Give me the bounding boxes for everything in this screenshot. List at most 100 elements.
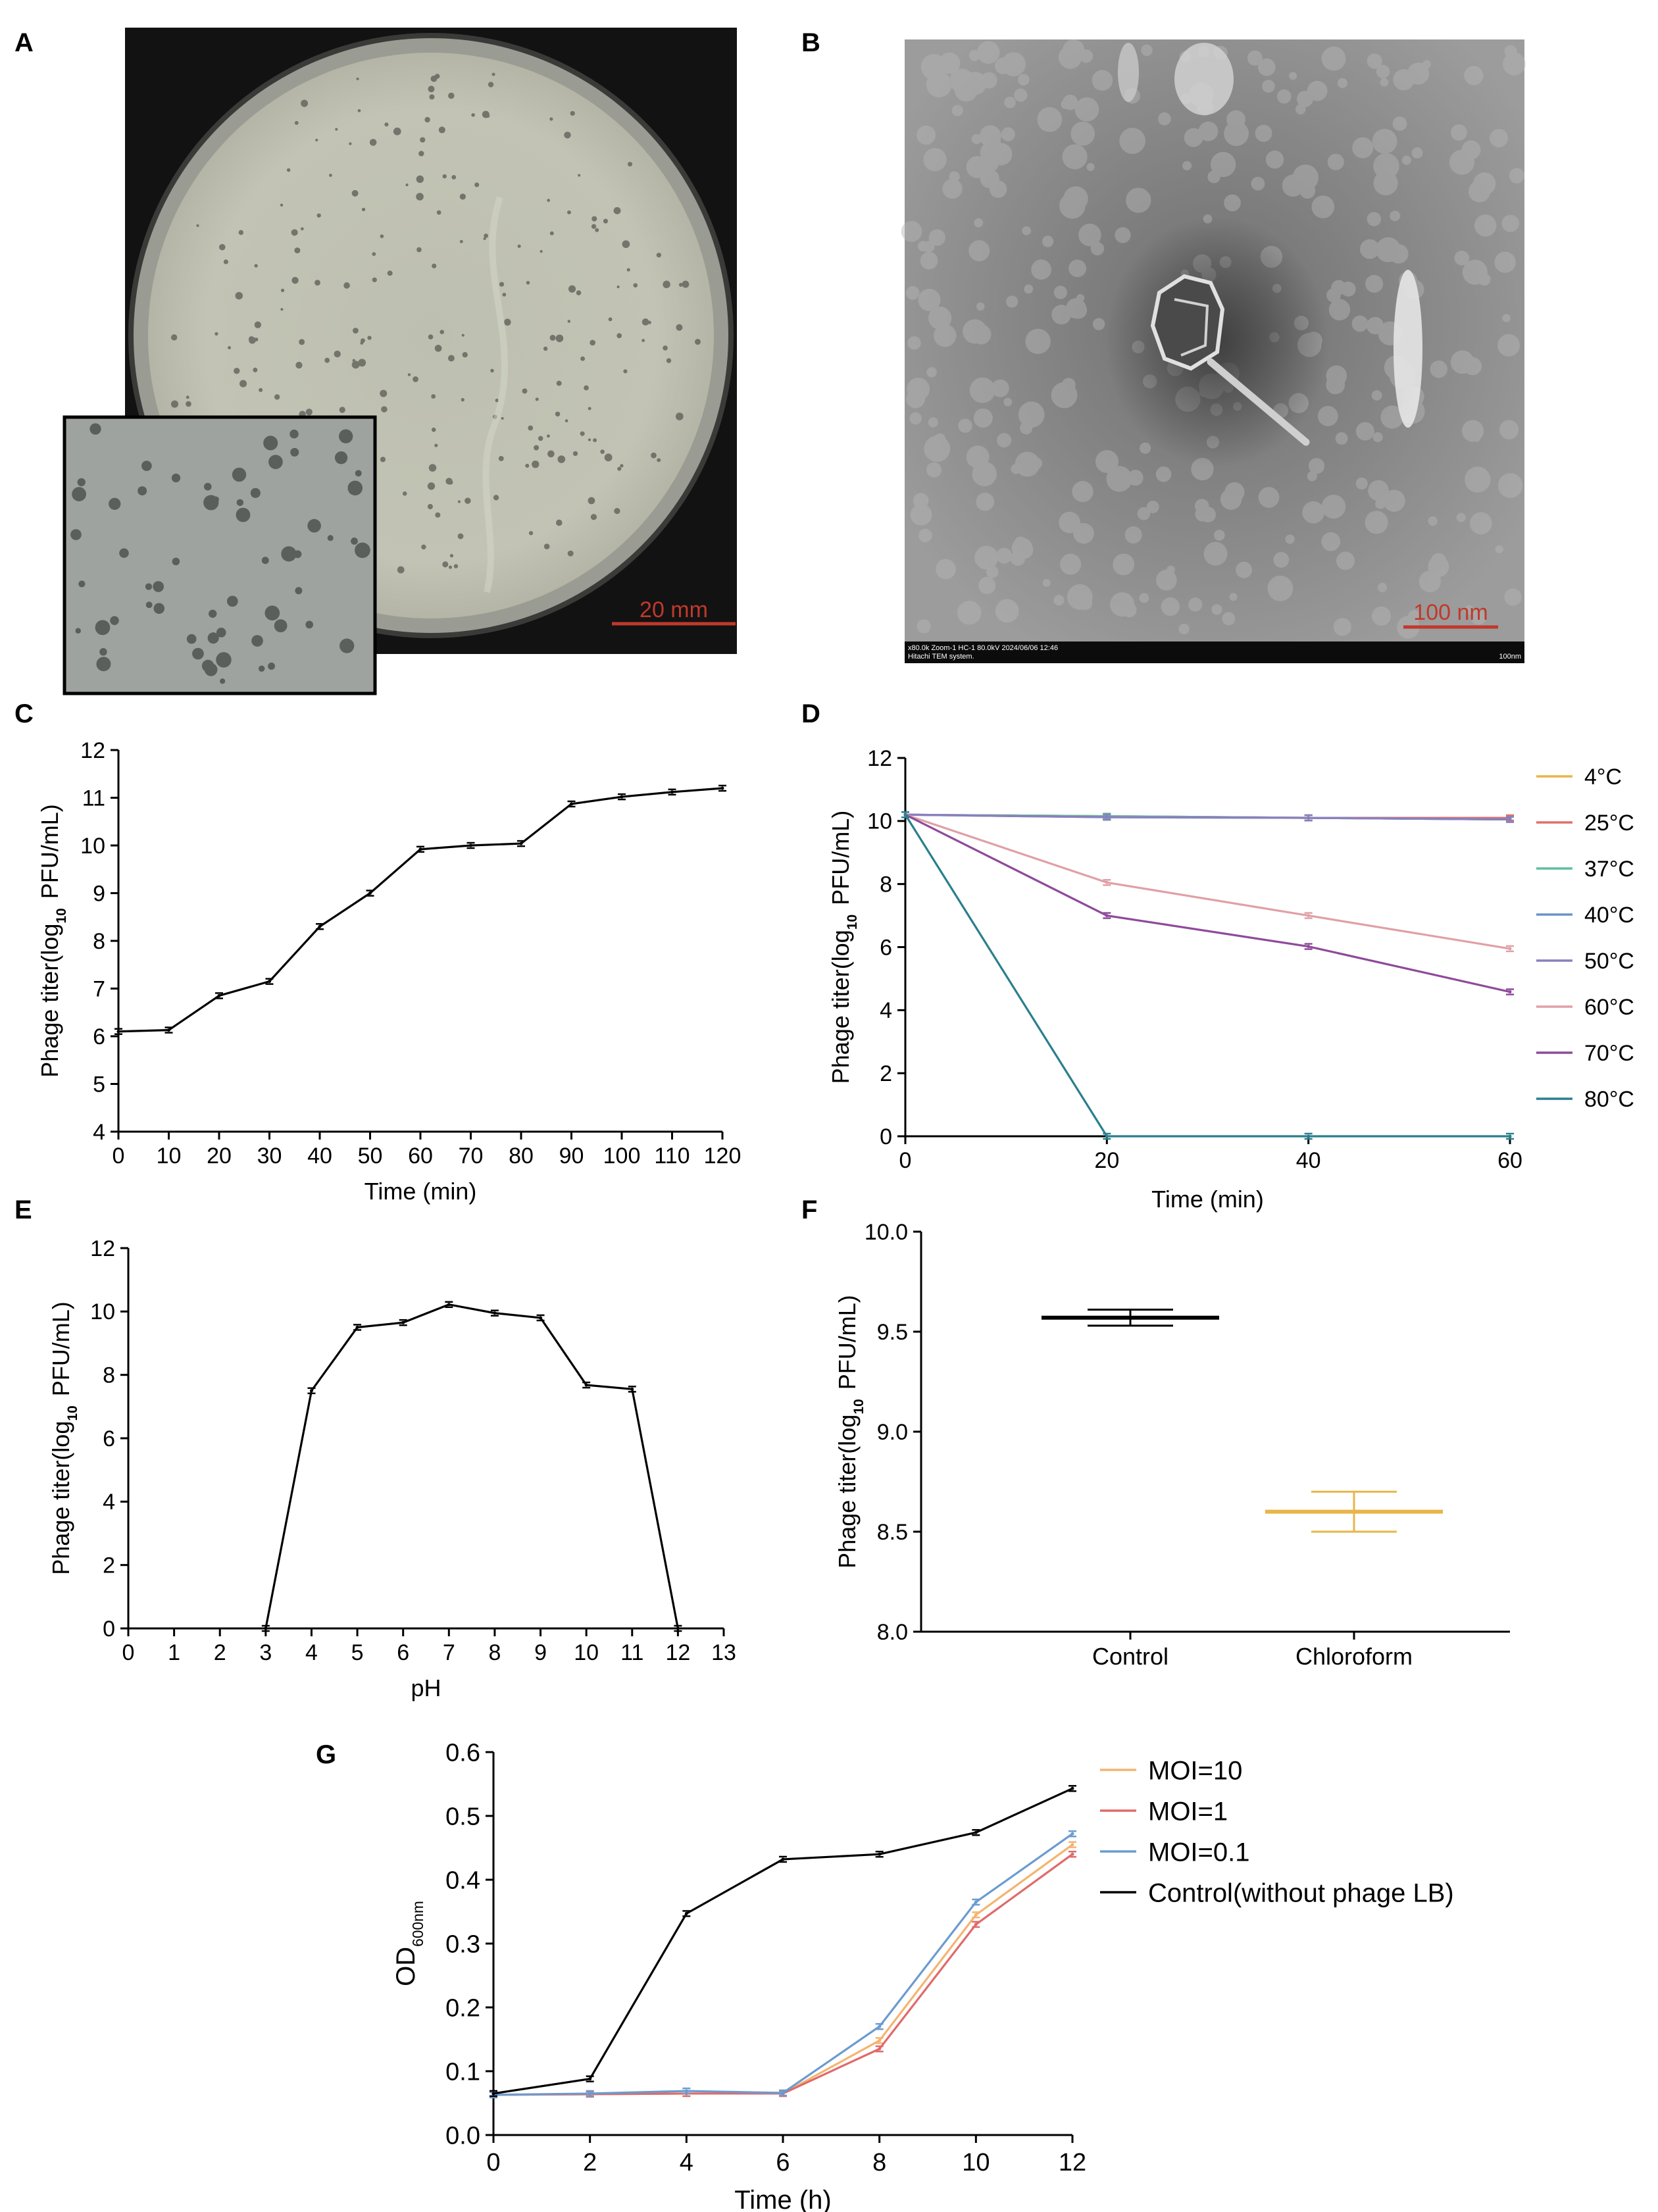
em-speckle-dot [1321, 46, 1346, 71]
plaque-dot [678, 283, 683, 287]
plaque-dot [254, 264, 258, 268]
plaque-dot [214, 332, 218, 336]
plaque-dot [448, 92, 455, 99]
em-speckle-dot [1025, 328, 1051, 355]
y-tick-label: 9.0 [877, 1420, 908, 1445]
data-point [368, 892, 372, 895]
plaque-dot [351, 361, 360, 369]
plaque-dot [526, 280, 530, 285]
x-tick-label: 11 [620, 1640, 643, 1665]
plaque-dot [418, 151, 424, 157]
em-speckle-dot [1365, 511, 1388, 534]
y-tick-label: 2 [880, 1061, 892, 1086]
em-speckle-dot [974, 218, 984, 228]
data-point [493, 1311, 497, 1315]
y-tick-label: 8.5 [877, 1520, 908, 1545]
plaque-dot [627, 162, 633, 167]
em-speckle-dot [1073, 522, 1094, 544]
plaque-dot [499, 282, 505, 287]
em-speckle-dot [1051, 305, 1072, 325]
em-speckle-dot [928, 229, 945, 246]
em-speckle-dot [1229, 593, 1238, 601]
x-tick-label: 20 [207, 1144, 232, 1169]
y-tick-label: 2 [103, 1553, 115, 1578]
y-tick-label: 4 [93, 1120, 105, 1145]
series-line-6 [905, 813, 1511, 993]
em-speckle-dot [1465, 466, 1491, 493]
plaque-dot [109, 497, 121, 510]
em-speckle-dot [971, 324, 992, 345]
plaque-dot [186, 401, 191, 407]
em-speckle-dot [1014, 88, 1028, 102]
plaque-dot [462, 352, 468, 358]
plaque-dot [327, 535, 334, 541]
legend-label: MOI=0.1 [1148, 1838, 1250, 1867]
plaque-dot [436, 210, 441, 215]
plaque-dot [532, 460, 540, 468]
plaque-dot [504, 318, 511, 326]
plaque-dot [361, 207, 366, 212]
em-speckle-dot [1001, 52, 1026, 76]
plaque-dot [555, 519, 563, 526]
plaque-dot [220, 678, 226, 684]
plaque-dot [153, 581, 164, 592]
plaque-dot [295, 587, 303, 595]
em-speckle-dot [1062, 144, 1088, 170]
plaque-dot [258, 665, 265, 672]
em-speckle-dot [1061, 378, 1076, 392]
em-speckle-dot [1063, 186, 1088, 211]
x-axis-label: pH [411, 1674, 441, 1701]
data-point [539, 1316, 543, 1320]
data-point [620, 795, 624, 799]
em-speckle-dot [1307, 80, 1328, 101]
plaque-dot [440, 330, 444, 334]
x-tick-label: 1 [168, 1640, 180, 1665]
tem-caption-left2: Hitachi TEM system. [908, 653, 974, 661]
em-speckle-dot [995, 599, 1019, 623]
plaque-dot [291, 229, 298, 236]
em-speckle-dot [1373, 170, 1398, 195]
plaque-dot [171, 473, 181, 483]
data-point [584, 1383, 588, 1387]
em-speckle-dot [1474, 214, 1497, 237]
em-speckle-dot [1261, 493, 1275, 508]
em-speckle-dot [1366, 316, 1384, 335]
data-point [878, 2038, 882, 2042]
data-point [1508, 947, 1512, 951]
em-speckle-dot [1393, 69, 1415, 91]
plaque-dot [641, 339, 645, 342]
panel-label-c: C [14, 699, 34, 728]
plaque-dot [591, 224, 597, 229]
em-speckle-dot [1317, 405, 1338, 426]
em-speckle-dot [1257, 58, 1276, 76]
y-tick-label: 12 [867, 746, 892, 771]
plaque-dot [203, 482, 212, 491]
em-speckle-dot [909, 412, 922, 425]
em-speckle-dot [966, 156, 989, 178]
em-speckle-dot [1119, 128, 1145, 154]
y-tick-label: 9.5 [877, 1320, 908, 1345]
plaque-dot [402, 491, 407, 496]
x-tick-label: 90 [559, 1144, 584, 1169]
em-speckle-dot [1375, 237, 1401, 263]
plaque-dot [216, 652, 232, 668]
plaque-dot [324, 357, 330, 363]
category-label: Chloroform [1295, 1643, 1413, 1670]
plaque-dot [432, 263, 437, 268]
plaque-dot [380, 457, 386, 463]
em-speckle-dot [1090, 241, 1105, 256]
y-tick-label: 0.6 [445, 1739, 480, 1767]
em-speckle-dot [1372, 432, 1383, 443]
em-speckle-dot [1070, 121, 1095, 146]
em-speckle-dot [918, 241, 929, 252]
data-point [469, 843, 472, 847]
em-speckle-dot [1155, 466, 1172, 482]
plaque-dot [438, 126, 445, 134]
em-speckle-dot [1011, 464, 1021, 474]
x-tick-label: 7 [443, 1640, 455, 1665]
plaque-dot [78, 580, 86, 588]
em-speckle-dot [1198, 121, 1218, 141]
em-speckle-dot [996, 547, 1013, 564]
em-speckle-dot [1355, 477, 1368, 490]
y-tick-label: 0.2 [445, 1994, 480, 2022]
